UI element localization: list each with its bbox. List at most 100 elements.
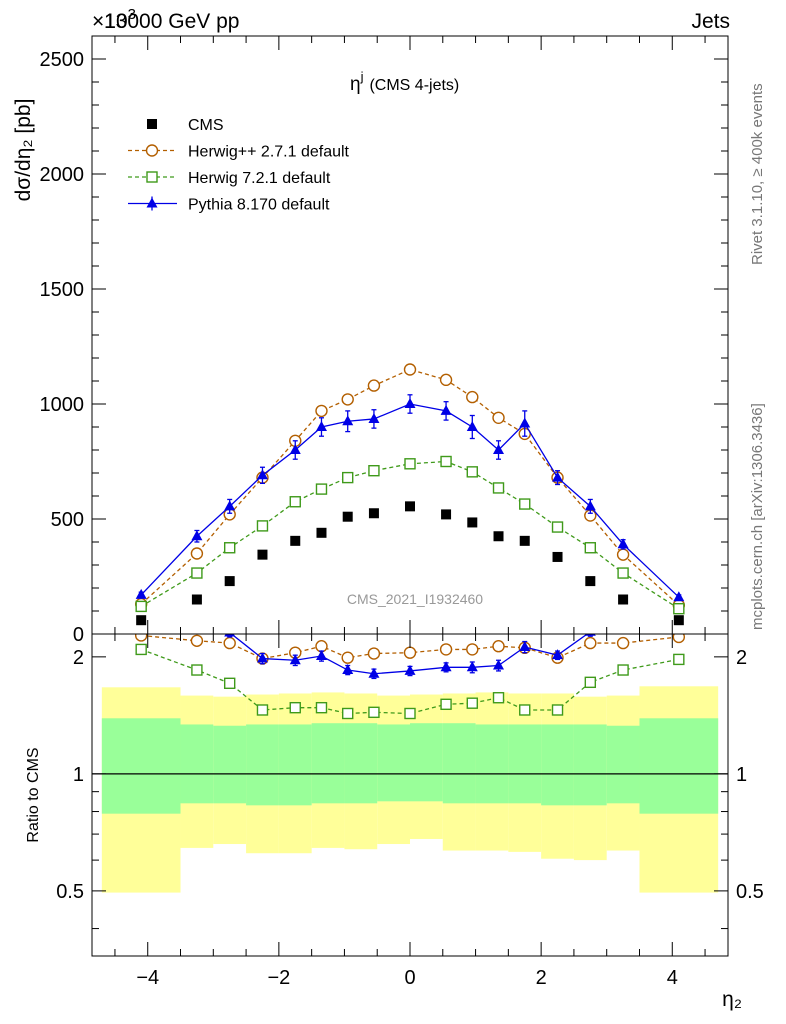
main-y-tick-label: 2500 [40, 49, 85, 71]
data-point [617, 538, 629, 549]
data-point [289, 654, 301, 665]
exponent-power: 3 [128, 6, 136, 23]
header-right-title: Jets [691, 10, 730, 33]
data-point [466, 697, 478, 709]
series-herwig-7-2-1-default [135, 455, 685, 615]
main-y-tick-label: 1000 [40, 394, 85, 416]
data-point [134, 634, 148, 642]
main-series [134, 363, 686, 626]
stat-uncertainty-band-segment [573, 724, 607, 806]
main-title: ηj (CMS 4-jets) [350, 69, 459, 95]
data-point [585, 576, 596, 587]
stat-uncertainty-band-segment [377, 724, 410, 802]
data-point [368, 412, 380, 423]
ratio-y-tick-label-left: 0.5 [56, 881, 84, 903]
data-point [342, 664, 354, 675]
data-point [368, 706, 380, 719]
data-point [673, 591, 685, 602]
data-point [190, 547, 204, 560]
data-point [551, 521, 564, 533]
x-tick-label: 4 [667, 967, 678, 989]
x-tick-label: −2 [267, 967, 290, 989]
main-title-symbol: η [350, 74, 361, 95]
data-point [315, 421, 327, 431]
data-point [368, 465, 380, 477]
data-point [368, 508, 379, 519]
data-point [135, 600, 147, 613]
data-point [404, 707, 416, 720]
data-point [673, 603, 685, 615]
data-point [224, 634, 236, 637]
data-point [466, 421, 478, 431]
exponent-base: ×10 [92, 10, 128, 33]
data-point [673, 615, 684, 626]
data-point [673, 653, 685, 666]
data-point [256, 704, 269, 716]
main-y-tick-label: 500 [51, 509, 84, 531]
stat-uncertainty-band-segment [101, 718, 181, 814]
series-pythia-8-170-default [135, 394, 685, 602]
data-point [616, 636, 630, 650]
legend-label: CMS [188, 117, 224, 134]
data-point [672, 634, 686, 644]
data-point [440, 404, 452, 415]
data-point [342, 471, 354, 484]
data-point [584, 500, 596, 511]
data-point [467, 517, 478, 528]
side-label-rivet: Rivet 3.1.10, ≥ 400k events [749, 83, 766, 265]
data-point [616, 548, 630, 561]
series-line [140, 403, 680, 598]
data-point [466, 661, 478, 672]
data-point [315, 650, 327, 661]
data-point [493, 659, 505, 670]
main-y-tick-label: 0 [73, 624, 84, 646]
data-point [290, 535, 301, 546]
data-point [341, 651, 354, 664]
data-point [342, 707, 354, 720]
legend-marker [146, 197, 158, 208]
series-line [140, 648, 679, 715]
data-point [315, 483, 328, 495]
data-point [466, 466, 478, 478]
stat-uncertainty-band-segment [246, 724, 279, 806]
data-point [289, 701, 301, 714]
data-point [584, 636, 597, 650]
ratio-y-tick-label-right: 0.5 [736, 881, 764, 903]
data-point [256, 469, 268, 480]
stat-uncertainty-band-segment [508, 724, 542, 804]
data-point [519, 535, 530, 546]
main-y-tick-label: 1500 [40, 279, 85, 301]
series-cms [136, 501, 684, 626]
legend-label: Pythia 8.170 default [188, 197, 330, 214]
data-point [191, 664, 203, 676]
data-point [404, 398, 416, 408]
ratio-y-tick-label-left: 1 [73, 764, 84, 786]
data-point [492, 482, 505, 494]
data-point [223, 636, 236, 650]
legend-marker [145, 144, 159, 157]
data-point [257, 549, 268, 560]
data-point [191, 567, 203, 579]
data-point [519, 704, 531, 716]
legend-label: Herwig 7.2.1 default [188, 170, 331, 187]
data-point [191, 530, 203, 541]
data-point [289, 496, 301, 508]
data-point [492, 692, 505, 704]
data-point [584, 542, 597, 554]
data-point [342, 415, 354, 426]
data-point [316, 527, 327, 538]
data-point [190, 634, 204, 647]
stat-uncertainty-band-segment [639, 718, 719, 814]
data-point [466, 643, 479, 656]
ratio-bands [92, 686, 728, 893]
data-point [617, 664, 629, 676]
legend-marker [147, 119, 157, 129]
stat-uncertainty-band-segment [213, 725, 247, 804]
data-point [224, 500, 236, 511]
data-point [519, 498, 531, 510]
data-point [439, 643, 453, 656]
main-title-group: ηj (CMS 4-jets) [350, 69, 459, 95]
data-point [289, 444, 301, 454]
data-point [492, 411, 505, 424]
